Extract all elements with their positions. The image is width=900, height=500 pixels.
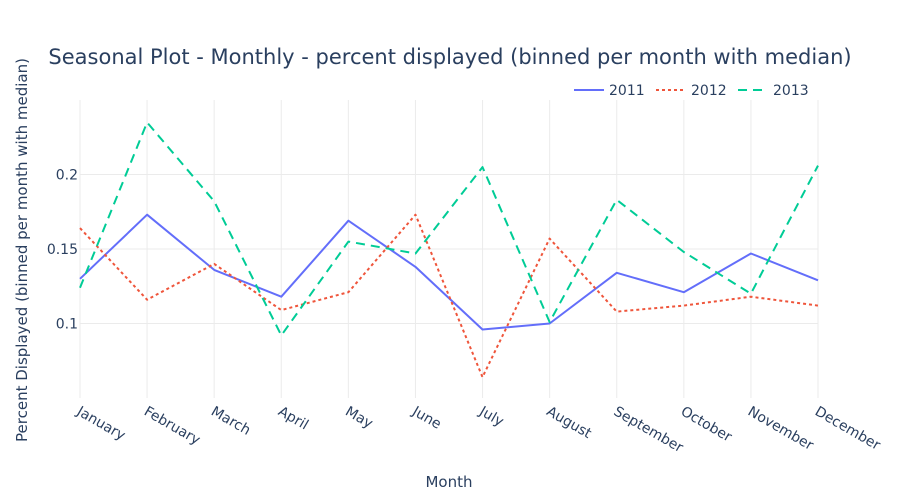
x-tick-label: November xyxy=(745,404,816,454)
x-tick-label: September xyxy=(611,404,686,457)
x-axis-ticks: January February March April May June July Augu… xyxy=(73,403,883,456)
y-tick-label: 0.1 xyxy=(56,317,78,333)
x-tick-label: May xyxy=(342,404,375,432)
legend-label: 2012 xyxy=(691,83,727,99)
x-tick-label: March xyxy=(208,404,253,439)
x-tick-label: December xyxy=(812,404,883,454)
gridlines xyxy=(79,100,819,398)
x-tick-label: August xyxy=(544,404,595,443)
y-tick-label: 0.15 xyxy=(47,242,78,258)
x-tick-label: June xyxy=(409,403,444,433)
x-tick-label: January xyxy=(73,403,128,444)
x-tick-label: October xyxy=(678,404,735,446)
x-tick-label: April xyxy=(275,404,311,434)
legend-label: 2011 xyxy=(609,83,645,99)
y-tick-label: 0.2 xyxy=(56,168,78,184)
legend: 2011 2012 2013 xyxy=(574,83,809,99)
series-line-2011 xyxy=(79,213,819,331)
x-tick-label: February xyxy=(141,404,203,449)
y-axis-title: Percent Displayed (binned per month with… xyxy=(13,58,31,442)
series-line-2012 xyxy=(79,213,819,379)
chart-title: Seasonal Plot - Monthly - percent displa… xyxy=(48,45,851,69)
x-axis-title: Month xyxy=(425,473,472,491)
series-lines xyxy=(79,121,819,379)
legend-label: 2013 xyxy=(773,83,809,99)
y-axis-ticks: 0.1 0.15 0.2 xyxy=(47,168,78,333)
series-line-2013 xyxy=(79,121,819,337)
x-tick-label: July xyxy=(476,403,507,430)
